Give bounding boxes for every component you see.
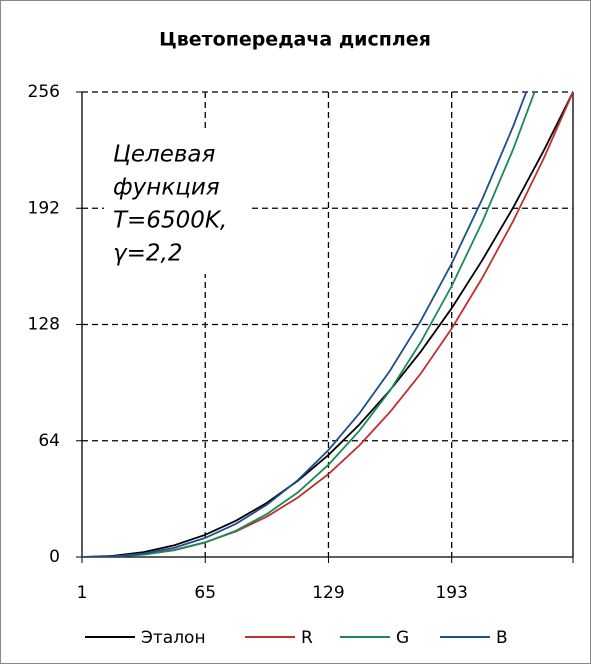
chart-title: Цветопередача дисплея [159, 29, 431, 51]
x-tick-label: 193 [435, 583, 467, 603]
x-tick-label: 65 [194, 583, 216, 603]
y-tick-label: 0 [49, 547, 60, 567]
series-line [82, 92, 528, 557]
annotation: γ=2,2 [113, 241, 182, 267]
y-tick-label: 192 [28, 198, 60, 218]
y-tick-label: 128 [28, 315, 60, 335]
legend-label: G [396, 628, 409, 648]
series-line [82, 92, 536, 557]
series-line [82, 92, 573, 557]
legend-label: Эталон [141, 628, 206, 648]
plot-area [82, 92, 573, 557]
y-tick-label: 64 [38, 431, 60, 451]
annotation: функция [113, 175, 220, 201]
annotation: Целевая [113, 142, 216, 168]
x-tick-label: 1 [77, 583, 88, 603]
legend-label: R [301, 628, 313, 648]
y-tick-label: 256 [28, 82, 60, 102]
x-tick-label: 129 [312, 583, 344, 603]
legend-label: B [496, 628, 508, 648]
annotation: T=6500K, [113, 208, 227, 234]
annotation-background [104, 132, 250, 274]
